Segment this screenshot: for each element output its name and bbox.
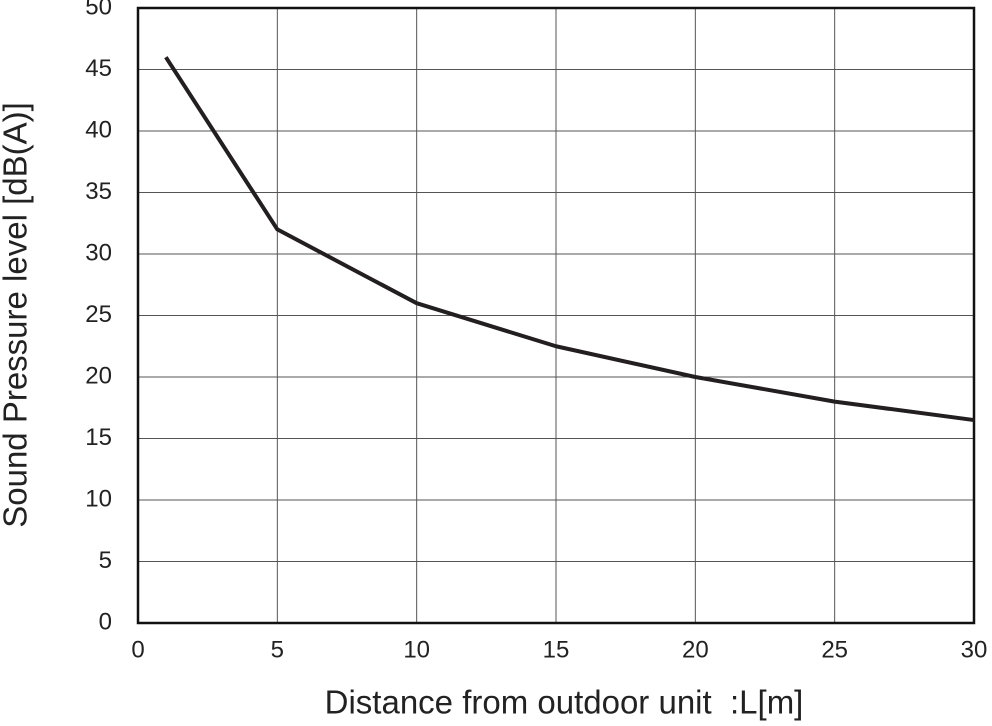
x-axis-title: Distance from outdoor unit :L[m] — [325, 684, 804, 721]
x-tick-label: 5 — [271, 636, 284, 663]
x-tick-label: 15 — [543, 636, 570, 663]
y-tick-label: 10 — [85, 485, 112, 512]
x-tick-label: 10 — [403, 636, 430, 663]
y-tick-label: 15 — [85, 424, 112, 451]
y-tick-label: 5 — [99, 547, 112, 574]
y-tick-label: 30 — [85, 239, 112, 266]
y-tick-label: 40 — [85, 116, 112, 143]
x-tick-label: 25 — [821, 636, 848, 663]
x-tick-label: 30 — [961, 636, 988, 663]
y-tick-label: 35 — [85, 178, 112, 205]
y-tick-label: 20 — [85, 362, 112, 389]
y-tick-label: 50 — [85, 0, 112, 20]
x-tick-label: 0 — [131, 636, 144, 663]
plot-frame — [136, 6, 976, 625]
y-tick-label: 25 — [85, 301, 112, 328]
y-tick-label: 0 — [99, 608, 112, 635]
x-tick-label: 20 — [682, 636, 709, 663]
y-tick-label: 45 — [85, 55, 112, 82]
y-axis-title: Sound Pressure level [dB(A)] — [0, 102, 34, 528]
data-line — [164, 56, 975, 423]
